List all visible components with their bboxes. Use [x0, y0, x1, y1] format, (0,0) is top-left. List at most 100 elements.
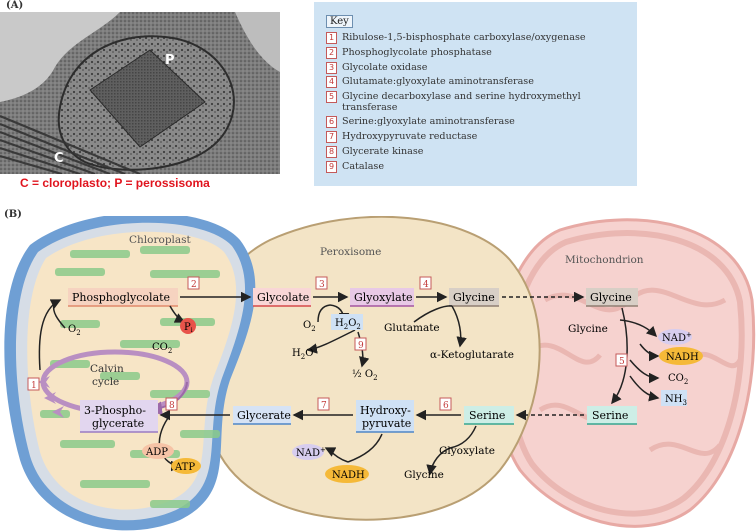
co2-calvin: CO2	[152, 342, 172, 355]
half-oxygen-label: ½ O2	[352, 369, 378, 382]
nadh-peroxisome-badge	[325, 465, 369, 483]
glycine-peroxisome-label: Glycine	[453, 291, 495, 304]
key-item-number: 4	[326, 76, 337, 89]
water-label: H2O	[292, 348, 313, 361]
phosphoglycerate-box	[80, 400, 158, 432]
enzyme-7: 7	[321, 401, 327, 411]
photorespiration-diagram: Chloroplast Peroxisome Mitochondrion Pho…	[4, 216, 756, 531]
nad-mitochondrion-label: NAD+	[662, 331, 692, 344]
chloroplast	[4, 216, 256, 531]
micrograph-label-c: C	[54, 151, 64, 166]
key-item-number: 3	[326, 61, 337, 74]
key-item-number: 6	[326, 116, 337, 129]
key-item-number: 7	[326, 131, 337, 144]
enzyme-1: 1	[31, 381, 37, 391]
nadh-mitochondrion-label: NADH	[666, 352, 699, 363]
phosphoglycolate-box	[68, 288, 178, 306]
key-item-number: 2	[326, 46, 337, 59]
key-item-text: Ribulose-1,5-bisphosphate carboxylase/ox…	[342, 32, 586, 43]
adp-badge	[142, 443, 174, 459]
enzyme-8: 8	[169, 401, 175, 411]
micrograph-label-p: P	[165, 53, 175, 68]
key-item-text: Glycine decarboxylase and serine hydroxy…	[342, 91, 581, 114]
nh3-box	[661, 390, 687, 406]
enzyme-key: Key 1 Ribulose-1,5-bisphosphate carboxyla…	[314, 2, 637, 186]
mitochondrion-label: Mitochondrion	[565, 254, 644, 266]
enzyme-2: 2	[191, 280, 197, 290]
h2o2-label: H2O2	[335, 318, 361, 331]
h2o2-box	[331, 314, 363, 330]
enzyme-9: 9	[358, 341, 364, 351]
glycine-peroxisome-box	[449, 288, 499, 306]
hydroxypyruvate-label-2: pyruvate	[362, 417, 411, 430]
glycine-mitochondrion-label: Glycine	[590, 291, 632, 304]
serine-mitochondrion-box	[587, 406, 637, 424]
key-item-text: Catalase	[342, 160, 385, 172]
key-item: 2 Phosphoglycolate phosphatase	[326, 46, 637, 59]
key-item-text: Hydroxypyruvate reductase	[342, 131, 478, 143]
phosphoglycolate-label: Phosphoglycolate	[72, 291, 170, 304]
cycle-chevrons	[38, 376, 64, 418]
key-item-number: 8	[326, 145, 337, 158]
serine-mitochondrion-label: Serine	[592, 409, 628, 422]
micrograph-crystal	[89, 49, 206, 148]
glycine-mitochondrion-input: Glycine	[568, 323, 608, 335]
key-item: 5 Glycine decarboxylase and serine hydrox…	[326, 91, 637, 113]
glycolate-box	[253, 288, 311, 306]
glycerate-box	[233, 406, 291, 424]
nh3-label: NH3	[665, 394, 687, 407]
nadh-mitochondrion-badge	[659, 347, 703, 365]
key-item-number: 1	[326, 32, 337, 44]
enzyme-4: 4	[423, 280, 429, 290]
key-item-text: Serine:glyoxylate aminotransferase	[342, 116, 515, 128]
nad-peroxisome-label: NAD+	[296, 446, 326, 459]
key-list: 1 Ribulose-1,5-bisphosphate carboxylase/o…	[326, 32, 637, 173]
peroxisome-label: Peroxisome	[320, 246, 381, 258]
enzyme-markers: 1 2 3 4 5 6 7 8 9	[27, 276, 628, 411]
key-item: 6 Serine:glyoxylate aminotransferase	[326, 116, 637, 129]
micrograph-chloroplast	[0, 114, 141, 174]
key-title: Key	[326, 15, 353, 28]
nadh-peroxisome-label: NADH	[332, 470, 365, 481]
adp-label: ADP	[145, 447, 168, 458]
key-item-number: 5	[326, 91, 337, 104]
panel-label-b: (B)	[4, 209, 22, 220]
atp-badge	[171, 458, 201, 474]
alpha-ketoglutarate-label: α-Ketoglutarate	[430, 349, 514, 361]
glyoxylate-label: Glyoxylate	[354, 291, 413, 304]
atp-label: ATP	[174, 462, 195, 473]
serine-peroxisome-box	[464, 406, 514, 424]
glycine-mitochondrion-box	[586, 288, 638, 306]
key-item: 8 Glycerate kinase	[326, 145, 637, 158]
key-item-text: Glycerate kinase	[342, 145, 424, 157]
phosphoglycerate-label-1: 3-Phospho-	[84, 404, 146, 417]
micrograph-image: P C	[0, 12, 280, 174]
panel-label-a: (A)	[6, 0, 24, 11]
hydroxypyruvate-label-1: Hydroxy-	[360, 404, 411, 417]
micrograph-vacuole	[0, 12, 120, 102]
hydroxypyruvate-box	[356, 400, 414, 432]
micrograph-vacuole-right	[235, 12, 280, 72]
key-item-number: 9	[326, 160, 337, 173]
key-item: 4 Glutamate:glyoxylate aminotransferase	[326, 76, 637, 89]
key-item-text: Phosphoglycolate phosphatase	[342, 46, 492, 58]
co2-mitochondrion: CO2	[668, 373, 688, 386]
glycine-output-label: Glycine	[404, 469, 444, 481]
glutamate-label: Glutamate	[384, 322, 440, 334]
peroxisome	[205, 216, 541, 521]
oxygen-peroxisome: O2	[303, 320, 316, 333]
chloroplast-label: Chloroplast	[129, 234, 192, 246]
nad-mitochondrion-badge	[658, 329, 692, 345]
micrograph-caption: C = cloroplasto; P = perossisoma	[20, 176, 210, 190]
oxygen-chloroplast: O2	[68, 324, 81, 337]
glycolate-label: Glycolate	[257, 291, 309, 304]
enzyme-6: 6	[443, 401, 449, 411]
glyoxylate-input-label: Glyoxylate	[439, 445, 495, 457]
enzyme-3: 3	[319, 280, 325, 290]
key-item-text: Glycolate oxidase	[342, 61, 428, 73]
calvin-cycle-label-2: cycle	[92, 376, 119, 388]
phosphate-label: Pi	[184, 322, 193, 334]
key-item: 9 Catalase	[326, 160, 637, 173]
key-item-text: Glutamate:glyoxylate aminotransferase	[342, 76, 534, 88]
calvin-cycle-label-1: Calvin	[90, 363, 124, 375]
